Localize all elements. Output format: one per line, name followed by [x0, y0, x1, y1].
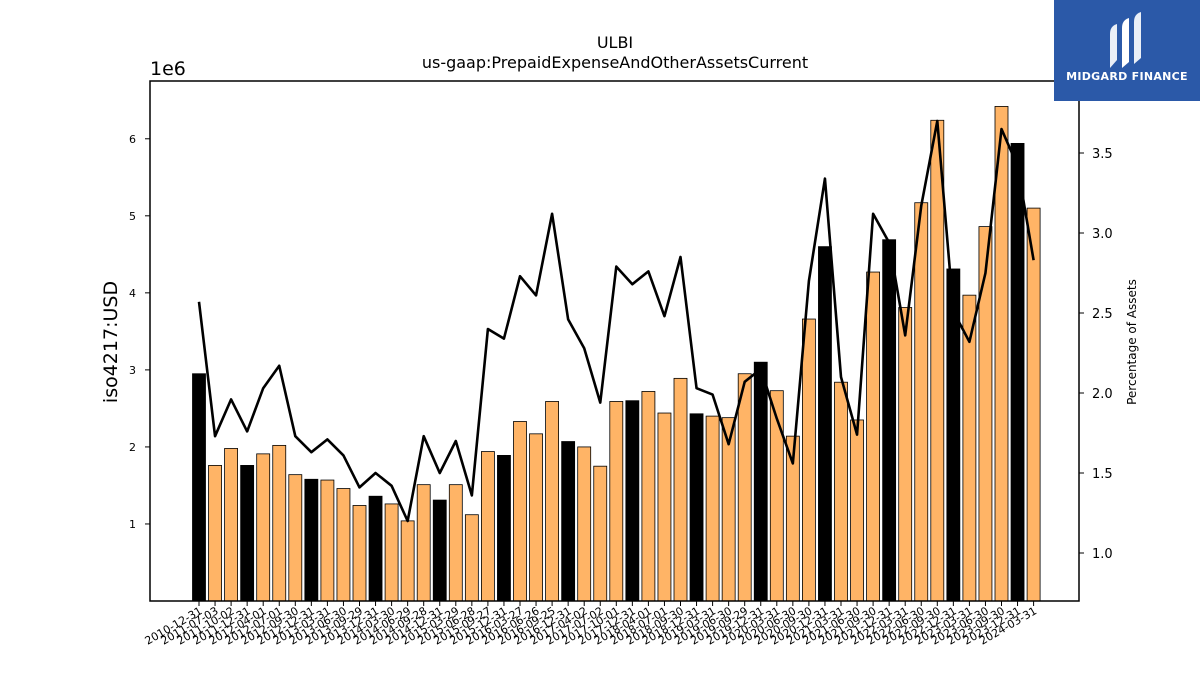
- bar-2023-12-31: [1010, 142, 1025, 602]
- y2-tick-label: 1.0: [1092, 547, 1113, 562]
- bar-2024-03-31: [1026, 207, 1041, 602]
- bar-2021-03-31: [834, 381, 848, 602]
- y2-axis-label: Percentage of Assets: [1125, 279, 1139, 405]
- y2-axis-ticks: 1.0 1.5 2.0 2.5 3.0 3.5: [1079, 147, 1113, 562]
- bar-2020-12-31: [818, 246, 832, 602]
- bar-2023-06-30: [978, 226, 993, 602]
- bar-2011-07-03: [208, 465, 222, 602]
- y2-tick-label: 3.5: [1092, 147, 1113, 162]
- bar-2017-12-31: [625, 400, 640, 602]
- bar-2022-03-31: [898, 307, 913, 602]
- bar-2016-09-25: [545, 401, 559, 602]
- bar-2015-06-28: [464, 514, 479, 602]
- bar-2017-04-02: [577, 446, 592, 602]
- bar-2016-03-27: [513, 421, 527, 602]
- y-axis-ticks: 1 2 3 4 5 6: [129, 133, 150, 531]
- bar-2021-12-31: [882, 239, 897, 602]
- bar-2019-03-31: [705, 415, 720, 602]
- percentage-line: [197, 119, 1035, 523]
- plot-frame: [149, 80, 1080, 602]
- bar-group: [192, 106, 1041, 602]
- bar-2016-06-26: [529, 433, 543, 602]
- bar-2018-09-30: [673, 377, 688, 602]
- bar-2015-09-27: [480, 451, 495, 602]
- y-tick-label: 4: [129, 287, 136, 300]
- bar-2012-09-30: [288, 474, 303, 602]
- bar-2018-07-01: [657, 412, 672, 602]
- bar-2014-06-29: [400, 520, 415, 602]
- bar-2021-06-30: [850, 419, 864, 602]
- bar-2010-12-31: [192, 373, 206, 602]
- bar-2011-12-31: [240, 465, 255, 602]
- bar-2015-12-31: [497, 454, 511, 602]
- bar-2021-09-30: [866, 271, 880, 602]
- bar-2013-09-29: [352, 505, 367, 602]
- y2-tick-label: 3.0: [1092, 227, 1113, 242]
- midgard-logo-icon: [1110, 12, 1141, 68]
- y2-tick-label: 2.5: [1092, 307, 1113, 322]
- chart-title: ULBI: [597, 33, 633, 52]
- y2-tick-label: 2.0: [1092, 387, 1113, 402]
- y-axis-label: iso4217:USD: [100, 281, 122, 403]
- y-tick-label: 6: [129, 133, 136, 146]
- chart-subtitle: us-gaap:PrepaidExpenseAndOtherAssetsCurr…: [422, 53, 808, 72]
- brand-logo: MIDGARD FINANCE: [1054, 0, 1200, 101]
- bar-2012-04-01: [256, 453, 271, 602]
- bar-2014-09-28: [416, 484, 431, 602]
- x-axis-ticks: 2010-12-312011-07-032011-10-022011-12-31…: [143, 601, 1039, 648]
- logo-text: MIDGARD FINANCE: [1066, 70, 1188, 83]
- bar-2018-12-31: [689, 413, 704, 602]
- bar-2019-09-29: [737, 373, 752, 602]
- y-tick-label: 5: [129, 210, 136, 223]
- y-tick-label: 1: [129, 518, 136, 531]
- line-group: [197, 119, 1035, 523]
- bar-2017-07-02: [593, 465, 608, 602]
- bar-2019-12-31: [753, 361, 768, 602]
- y-tick-label: 2: [129, 441, 136, 454]
- bar-2017-10-01: [609, 401, 624, 602]
- bar-2018-04-01: [641, 391, 656, 602]
- y-tick-label: 3: [129, 364, 136, 377]
- y-scale-label: 1e6: [150, 58, 186, 80]
- bar-2016-12-31: [561, 441, 576, 602]
- bar-2013-12-31: [368, 495, 383, 602]
- bar-2022-09-30: [930, 119, 945, 602]
- bar-2022-06-30: [914, 202, 929, 602]
- bar-2014-03-30: [384, 503, 399, 602]
- bar-2015-03-29: [448, 484, 463, 602]
- bar-2013-03-31: [320, 479, 335, 602]
- bar-2013-06-30: [336, 488, 351, 602]
- y2-tick-label: 1.5: [1092, 467, 1113, 482]
- bar-2012-12-31: [304, 478, 319, 602]
- bar-2011-10-02: [224, 448, 239, 602]
- bar-2014-12-31: [432, 499, 447, 602]
- bar-2012-07-01: [272, 444, 287, 602]
- bar-2020-09-30: [802, 318, 816, 602]
